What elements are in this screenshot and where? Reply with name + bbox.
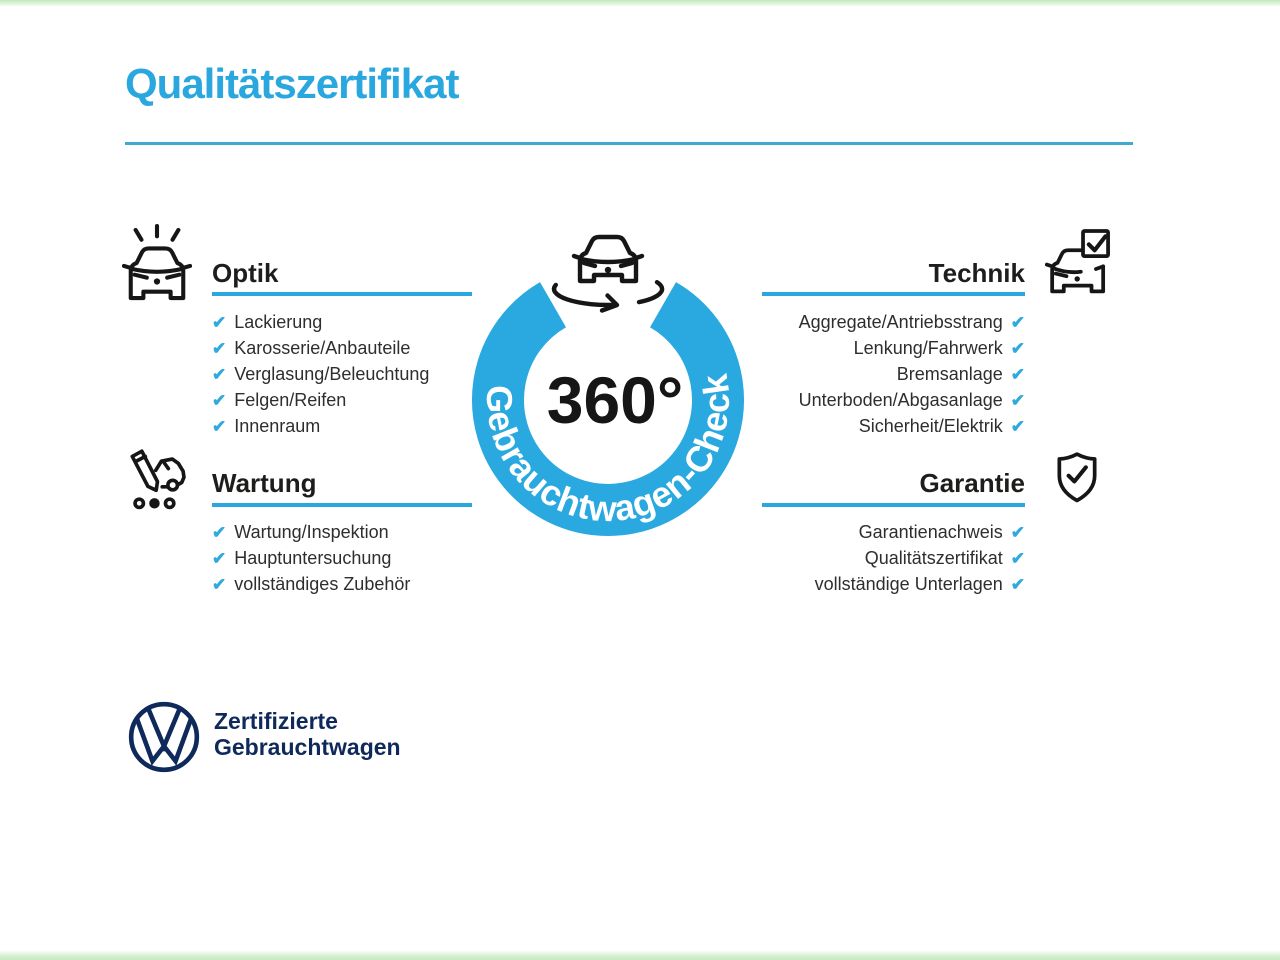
item-label: Verglasung/Beleuchtung [234,364,430,384]
list-item: ✔ Innenraum [212,415,429,437]
check-icon: ✔ [212,312,227,332]
car-front-shine-icon [122,224,192,301]
item-label: Bremsanlage [896,364,1003,384]
garantie-checklist: Garantienachweis ✔ Qualitätszertifikat ✔ v… [815,521,1025,595]
vw-logo [128,701,200,773]
check-icon: ✔ [212,364,227,384]
car-checkbox-icon [1045,229,1110,294]
optik-underline [212,292,472,296]
car-360-rotation-icon [551,234,665,313]
optik-checklist: ✔ Lackierung ✔ Karosserie/Anbauteile ✔ Verg… [212,311,429,437]
bottom-green-strip [0,950,1280,960]
check-icon: ✔ [1010,338,1025,358]
360-degree-badge: Gebrauchtwagen-Check 360° [472,282,744,536]
badge-ring [472,282,744,536]
list-item: Sicherheit/Elektrik ✔ [859,415,1025,437]
item-label: vollständiges Zubehör [234,574,411,594]
list-item: ✔ Felgen/Reifen [212,389,429,411]
list-item: Lenkung/Fahrwerk ✔ [854,337,1025,359]
garantie-underline [762,503,1025,507]
check-icon: ✔ [212,522,227,542]
brand-line-1: Zertifizierte [214,708,338,734]
list-item: Garantienachweis ✔ [859,521,1025,543]
check-icon: ✔ [1010,522,1025,542]
item-label: Aggregate/Antriebsstrang [798,312,1003,332]
check-icon: ✔ [1010,548,1025,568]
check-icon: ✔ [212,416,227,436]
brand-line-2: Gebrauchtwagen [214,734,401,760]
list-item: ✔ Karosserie/Anbauteile [212,337,429,359]
check-icon: ✔ [1010,390,1025,410]
section-title-wartung: Wartung [212,468,317,498]
technik-underline [762,292,1025,296]
item-label: Felgen/Reifen [234,390,347,410]
item-label: vollständige Unterlagen [814,574,1003,594]
list-item: ✔ vollständiges Zubehör [212,573,410,595]
list-item: ✔ Lackierung [212,311,429,333]
item-label: Unterboden/Abgasanlage [798,390,1003,410]
wartung-underline [212,503,472,507]
item-label: Innenraum [234,416,321,436]
list-item: Qualitätszertifikat ✔ [865,547,1025,569]
service-record-icon [130,449,186,510]
section-title-optik: Optik [212,258,279,288]
list-item: ✔ Wartung/Inspektion [212,521,410,543]
wartung-checklist: ✔ Wartung/Inspektion ✔ Hauptuntersuchung ✔… [212,521,410,595]
item-label: Garantienachweis [858,522,1003,542]
list-item: ✔ Verglasung/Beleuchtung [212,363,429,385]
check-icon: ✔ [1010,364,1025,384]
list-item: ✔ Hauptuntersuchung [212,547,410,569]
page-title: Qualitätszertifikat [125,60,459,107]
item-label: Lenkung/Fahrwerk [853,338,1003,358]
list-item: vollständige Unterlagen ✔ [815,573,1025,595]
check-icon: ✔ [212,574,227,594]
technik-checklist: Aggregate/Antriebsstrang ✔ Lenkung/Fahrwe… [799,311,1025,437]
check-icon: ✔ [212,390,227,410]
check-icon: ✔ [212,548,227,568]
item-label: Sicherheit/Elektrik [858,416,1003,436]
list-item: Unterboden/Abgasanlage ✔ [799,389,1025,411]
brand-wordmark: Zertifizierte Gebrauchtwagen [214,708,401,760]
check-icon: ✔ [1010,416,1025,436]
shield-check-icon [1057,452,1097,503]
check-icon: ✔ [212,338,227,358]
check-icon: ✔ [1010,312,1025,332]
item-label: Hauptuntersuchung [234,548,392,568]
top-green-strip [0,0,1280,7]
item-label: Lackierung [234,312,323,332]
badge-value: 360° [547,363,684,437]
list-item: Bremsanlage ✔ [897,363,1025,385]
title-divider [125,142,1133,145]
check-icon: ✔ [1010,574,1025,594]
item-label: Karosserie/Anbauteile [234,338,411,358]
section-title-garantie: Garantie [919,468,1026,498]
list-item: Aggregate/Antriebsstrang ✔ [799,311,1025,333]
section-title-technik: Technik [928,258,1025,288]
item-label: Wartung/Inspektion [234,522,389,542]
item-label: Qualitätszertifikat [864,548,1003,568]
